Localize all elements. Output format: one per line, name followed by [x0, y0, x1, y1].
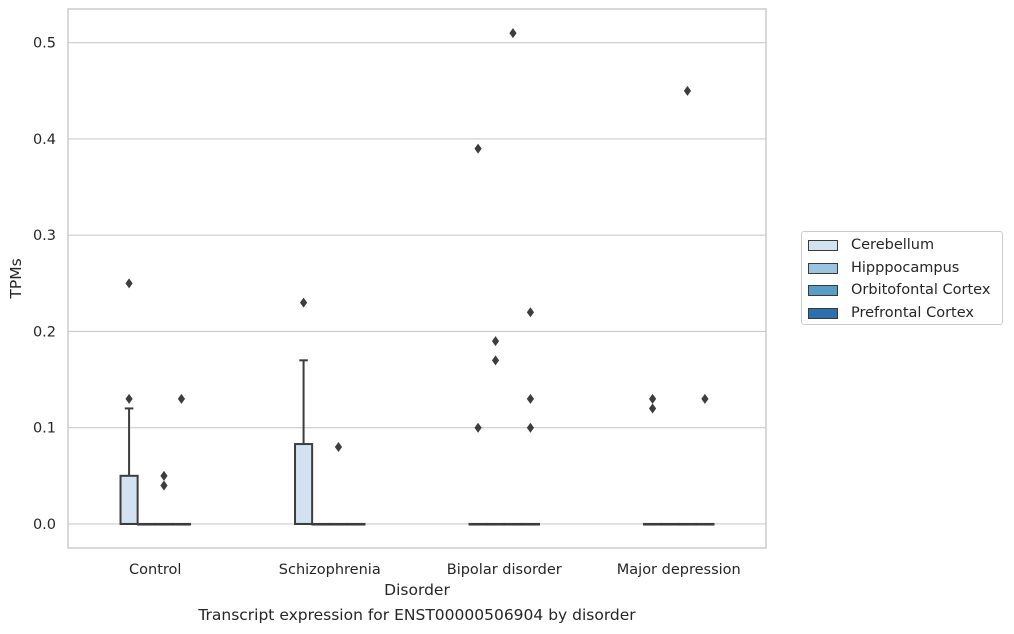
- box-1-0: [136, 522, 157, 526]
- box-3-3: [695, 393, 715, 526]
- y-axis-ticks: 0.0 0.1 0.2 0.3 0.4 0.5: [33, 36, 56, 533]
- outlier-point: [474, 422, 482, 433]
- box-0-2: [468, 143, 488, 526]
- box-0-3: [643, 393, 663, 526]
- outlier-point: [177, 393, 186, 404]
- box-0-0: [119, 278, 139, 525]
- legend-label-hippocampus: Hipppocampus: [851, 260, 960, 276]
- y-tick-label: 0.3: [33, 228, 56, 244]
- legend-label-orbitofrontal-cortex: Orbitofontal Cortex: [851, 282, 991, 298]
- x-tick-label: Schizophrenia: [279, 562, 381, 578]
- plot-area-frame: [67, 8, 767, 549]
- box-body: [119, 474, 139, 525]
- legend: Cerebellum Hipppocampus Orbitofontal Cor…: [801, 231, 1003, 325]
- box-0-1: [294, 297, 314, 525]
- box-3-2: [520, 307, 540, 526]
- box-1-1: [311, 522, 331, 526]
- box-3-0: [171, 393, 191, 526]
- gridlines: [68, 42, 766, 525]
- box-1-3: [660, 522, 680, 526]
- y-tick-label: 0.4: [33, 132, 56, 148]
- outlier-point: [648, 393, 657, 404]
- outlier-point: [491, 336, 500, 347]
- x-tick-label: Major depression: [617, 562, 741, 578]
- outlier-point: [526, 307, 535, 318]
- outlier-point: [125, 393, 133, 404]
- legend-swatch-prefrontal-cortex: [808, 307, 838, 319]
- legend-label-prefrontal-cortex: Prefrontal Cortex: [851, 305, 974, 321]
- outlier-point: [160, 470, 168, 481]
- legend-item-orbitofrontal-cortex: Orbitofontal Cortex: [808, 280, 990, 300]
- box-3-1: [346, 522, 366, 526]
- outlier-point: [299, 297, 308, 308]
- y-tick-label: 0.0: [33, 517, 56, 533]
- outlier-point: [491, 355, 500, 366]
- outlier-point: [701, 393, 709, 404]
- legend-label-cerebellum: Cerebellum: [851, 237, 935, 253]
- box-2-0: [154, 470, 174, 526]
- x-tick-label: Control: [129, 562, 181, 578]
- legend-item-prefrontal-cortex: Prefrontal Cortex: [808, 303, 974, 323]
- y-tick-label: 0.5: [33, 36, 56, 52]
- legend-swatch-hippocampus: [808, 262, 838, 274]
- box-plot-marks: [119, 28, 715, 526]
- outlier-point: [683, 85, 692, 96]
- box-1-2: [485, 336, 506, 526]
- outlier-point: [526, 393, 535, 404]
- outlier-point: [160, 480, 168, 491]
- outlier-point: [526, 422, 535, 433]
- outlier-point: [334, 441, 343, 452]
- box-body: [294, 443, 314, 525]
- x-axis-ticks: Control Schizophrenia Bipolar disorder Majo…: [129, 562, 741, 578]
- box-2-2: [503, 28, 523, 526]
- legend-item-cerebellum: Cerebellum: [808, 235, 934, 255]
- y-tick-label: 0.1: [33, 421, 56, 437]
- box-2-1: [328, 441, 349, 526]
- chart-caption: Transcript expression for ENST0000050690…: [198, 606, 636, 624]
- outlier-point: [474, 143, 482, 154]
- outlier-point: [509, 28, 517, 39]
- y-tick-label: 0.2: [33, 324, 56, 340]
- outlier-point: [125, 278, 133, 289]
- x-tick-label: Bipolar disorder: [447, 562, 562, 578]
- outlier-point: [648, 403, 657, 414]
- legend-item-hippocampus: Hipppocampus: [808, 258, 959, 278]
- box-2-3: [677, 85, 698, 526]
- y-axis-label: TPMs: [7, 258, 25, 299]
- legend-swatch-cerebellum: [808, 239, 838, 251]
- x-axis-label: Disorder: [384, 581, 450, 599]
- legend-swatch-orbitofrontal-cortex: [808, 284, 838, 296]
